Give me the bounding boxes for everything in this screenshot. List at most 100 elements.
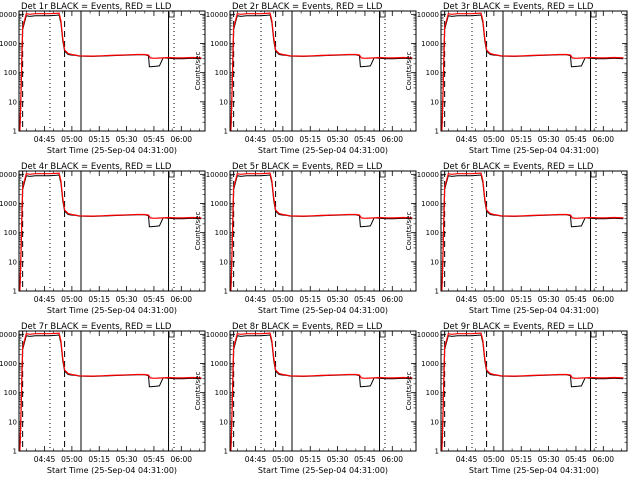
y-tick-label: 10000 <box>0 171 17 179</box>
panel-title: Det 4r BLACK = Events, RED = LLD <box>21 162 172 172</box>
series-line-lld <box>230 12 413 132</box>
y-axis-label: Counts/sec <box>405 52 413 91</box>
series-line-lld <box>19 12 202 132</box>
detector-panel-8: Det 8r BLACK = Events, RED = LLD Counts/s… <box>194 322 417 475</box>
panel-title: Det 5r BLACK = Events, RED = LLD <box>232 162 383 172</box>
x-tick-label: 06:00 <box>592 295 614 304</box>
panel-title: Det 1r BLACK = Events, RED = LLD <box>21 2 172 12</box>
y-tick-label: 10000 <box>417 331 439 339</box>
y-tick-label: 100 <box>215 389 228 397</box>
y-tick-label: 1000 <box>210 360 228 368</box>
x-tick-label: 05:15 <box>88 295 110 304</box>
panel-title: Det 7r BLACK = Events, RED = LLD <box>21 322 172 332</box>
y-axis-label: Counts/sec <box>405 372 413 411</box>
y-tick-label: 1000 <box>0 200 17 208</box>
y-tick-label: 10000 <box>206 11 228 19</box>
y-tick-label: 10000 <box>206 331 228 339</box>
x-tick-label: 04:45 <box>34 455 56 464</box>
x-tick-label: 04:45 <box>245 295 267 304</box>
y-tick-label: 1 <box>13 288 17 296</box>
x-tick-label: 05:30 <box>538 455 560 464</box>
plot-frame <box>229 330 417 452</box>
x-tick-label: 05:45 <box>143 295 165 304</box>
x-tick-label: 04:45 <box>245 135 267 144</box>
x-tick-label: 05:00 <box>272 295 294 304</box>
marker-box <box>590 12 597 18</box>
x-tick-label: 05:30 <box>116 295 138 304</box>
series-line-events <box>441 14 624 132</box>
y-tick-label: 10 <box>8 418 17 426</box>
y-tick-label: 10 <box>430 98 439 106</box>
marker-box <box>379 12 386 18</box>
x-axis-label: Start Time (25-Sep-04 04:31:00) <box>258 306 388 315</box>
series-line-events <box>441 334 624 452</box>
x-tick-label: 06:00 <box>170 455 192 464</box>
x-axis-label: Start Time (25-Sep-04 04:31:00) <box>258 466 388 475</box>
y-tick-label: 1 <box>13 448 17 456</box>
panel-title: Det 9r BLACK = Events, RED = LLD <box>443 322 594 332</box>
x-tick-label: 05:00 <box>272 455 294 464</box>
y-axis-label: Counts/sec <box>194 52 202 91</box>
series-line-lld <box>441 172 624 292</box>
y-tick-label: 100 <box>426 229 439 237</box>
x-tick-label: 06:00 <box>170 135 192 144</box>
y-tick-label: 10 <box>430 258 439 266</box>
x-tick-label: 04:45 <box>456 135 478 144</box>
series-line-lld <box>19 332 202 452</box>
x-tick-label: 05:00 <box>61 135 83 144</box>
x-tick-label: 05:15 <box>299 295 321 304</box>
x-axis-label: Start Time (25-Sep-04 04:31:00) <box>47 466 177 475</box>
detector-panel-6: Det 6r BLACK = Events, RED = LLD Counts/s… <box>405 162 628 315</box>
y-tick-label: 1000 <box>210 40 228 48</box>
y-tick-label: 1 <box>224 288 228 296</box>
x-tick-label: 05:15 <box>299 135 321 144</box>
x-tick-label: 05:30 <box>538 135 560 144</box>
x-tick-label: 06:00 <box>381 455 403 464</box>
x-tick-label: 05:00 <box>61 295 83 304</box>
detector-panel-3: Det 3r BLACK = Events, RED = LLD Counts/s… <box>405 2 628 155</box>
detector-panel-1: Det 1r BLACK = Events, RED = LLD Counts/s… <box>0 2 206 155</box>
x-tick-label: 05:30 <box>327 135 349 144</box>
panel-title: Det 3r BLACK = Events, RED = LLD <box>443 2 594 12</box>
y-tick-label: 100 <box>4 69 17 77</box>
y-tick-label: 1 <box>224 448 228 456</box>
y-tick-label: 1 <box>435 448 439 456</box>
marker-box <box>168 172 175 178</box>
x-tick-label: 05:45 <box>565 455 587 464</box>
series-line-events <box>19 174 202 292</box>
series-line-events <box>19 334 202 452</box>
marker-box <box>590 172 597 178</box>
y-tick-label: 10 <box>219 418 228 426</box>
y-tick-label: 1000 <box>210 200 228 208</box>
x-tick-label: 04:45 <box>34 295 56 304</box>
x-tick-label: 05:45 <box>354 455 376 464</box>
y-tick-label: 10000 <box>417 11 439 19</box>
marker-box <box>590 332 597 338</box>
x-axis-label: Start Time (25-Sep-04 04:31:00) <box>47 306 177 315</box>
x-tick-label: 05:45 <box>565 295 587 304</box>
y-axis-label: Counts/sec <box>405 212 413 251</box>
x-tick-label: 06:00 <box>592 135 614 144</box>
x-axis-label: Start Time (25-Sep-04 04:31:00) <box>469 466 599 475</box>
plot-frame <box>440 330 628 452</box>
series-line-lld <box>19 172 202 292</box>
plot-frame <box>18 170 206 292</box>
plot-frame <box>440 170 628 292</box>
x-tick-label: 06:00 <box>381 135 403 144</box>
plot-frame <box>229 10 417 132</box>
y-tick-label: 1 <box>435 128 439 136</box>
y-tick-label: 100 <box>215 229 228 237</box>
x-axis-label: Start Time (25-Sep-04 04:31:00) <box>47 146 177 155</box>
marker-box <box>168 12 175 18</box>
y-tick-label: 100 <box>426 389 439 397</box>
plot-frame <box>18 330 206 452</box>
y-tick-label: 10000 <box>417 171 439 179</box>
x-tick-label: 04:45 <box>34 135 56 144</box>
marker-box <box>168 332 175 338</box>
x-tick-label: 05:30 <box>327 455 349 464</box>
y-tick-label: 1000 <box>421 40 439 48</box>
marker-box <box>379 332 386 338</box>
detector-panel-2: Det 2r BLACK = Events, RED = LLD Counts/s… <box>194 2 417 155</box>
y-tick-label: 10000 <box>206 171 228 179</box>
y-tick-label: 1000 <box>0 40 17 48</box>
